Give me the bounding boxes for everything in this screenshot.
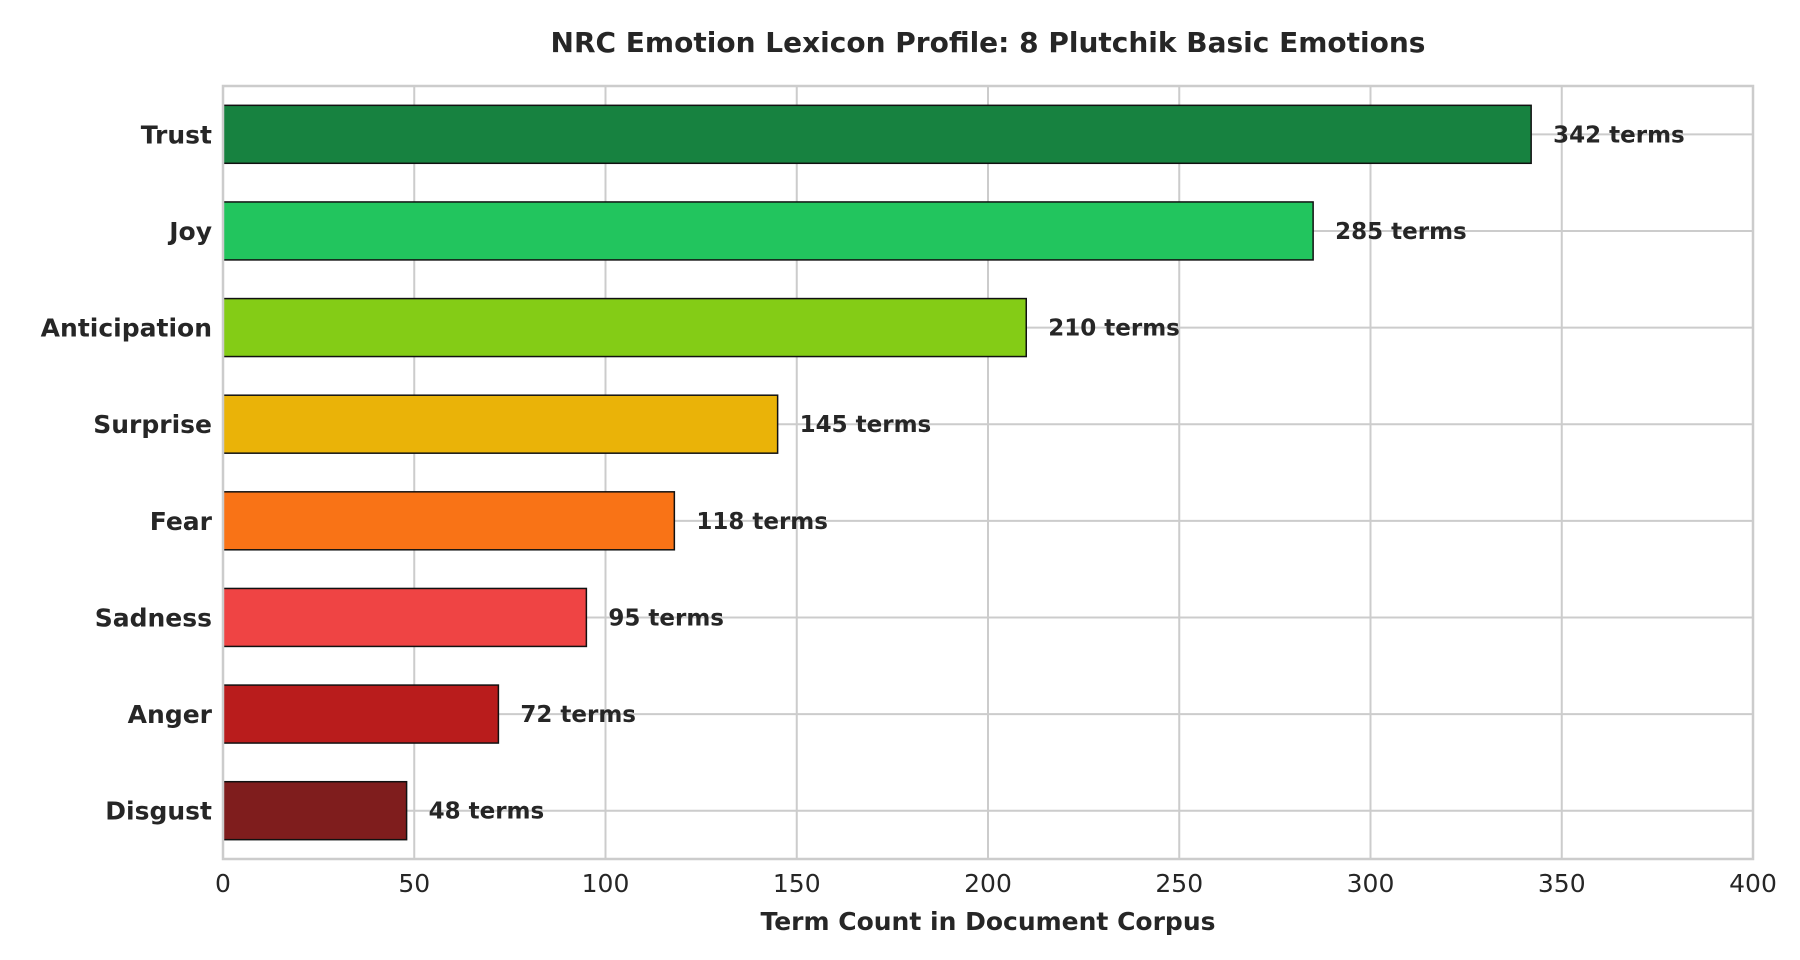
x-tick-label: 100 [582,869,630,898]
bar-joy [222,201,1314,261]
x-tick-label: 0 [215,869,231,898]
category-label-disgust: Disgust [105,797,212,826]
chart-title: NRC Emotion Lexicon Profile: 8 Plutchik … [551,26,1426,59]
x-tick-label: 200 [964,869,1012,898]
x-tick-labels: 0 50 100 150 200 250 300 350 400 [215,869,1777,898]
x-tick-label: 400 [1729,869,1777,898]
bar-disgust [222,780,408,841]
x-tick-label: 250 [1155,869,1203,898]
bar-fear [222,491,676,551]
bars [222,104,1532,841]
data-label-disgust: 48 terms [429,799,545,825]
x-tick-label: 350 [1538,869,1586,898]
category-label-sadness: Sadness [95,603,212,632]
data-label-anger: 72 terms [520,702,636,728]
category-label-fear: Fear [150,507,213,536]
data-label-trust: 342 terms [1553,122,1685,148]
bar-trust [222,104,1532,165]
x-tick-label: 300 [1347,869,1395,898]
plot-frame [221,84,1755,861]
x-axis-label: Term Count in Document Corpus [760,907,1215,936]
category-labels: Trust Joy Anticipation Surprise Fear Sadness A… [41,120,213,825]
bar-anticipation [222,297,1027,358]
category-label-anticipation: Anticipation [41,314,212,343]
data-labels: 342 terms 285 terms 210 terms 145 terms 118 … [429,122,1685,824]
category-label-joy: Joy [167,217,212,246]
x-tick-label: 150 [773,869,821,898]
data-label-fear: 118 terms [696,509,828,535]
category-label-trust: Trust [141,120,212,149]
category-label-anger: Anger [128,700,213,729]
bar-anger [222,684,500,744]
data-label-anticipation: 210 terms [1048,316,1180,342]
bar-surprise [222,394,779,454]
data-label-joy: 285 terms [1335,219,1467,245]
x-tick-label: 50 [398,869,430,898]
bar-sadness [222,587,588,648]
data-label-surprise: 145 terms [800,412,932,438]
data-label-sadness: 95 terms [608,605,724,631]
category-label-surprise: Surprise [93,410,212,439]
